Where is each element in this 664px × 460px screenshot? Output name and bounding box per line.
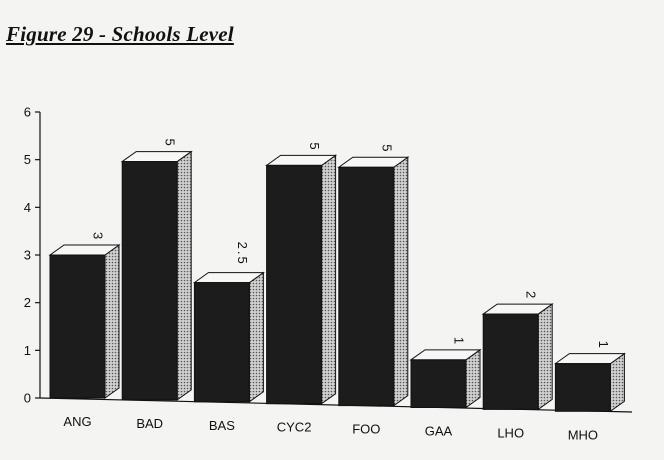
- bar-side-face: [104, 244, 120, 399]
- bar-ang: [48, 244, 121, 399]
- category-label-foo: FOO: [352, 422, 380, 437]
- category-label-mho: MHO: [568, 427, 598, 442]
- bar-cyc2: [265, 154, 338, 405]
- chart-bars: [48, 150, 626, 413]
- bar-front-face: [410, 359, 467, 409]
- bar-front-face: [554, 363, 611, 412]
- chart-labels: 0 1 2 3 4 5 6 3 ANG 5 BAD 2.5 BAS 5 CYC2 5 FOO 1 GAA 2 LHO 1 M…: [24, 105, 611, 443]
- data-label-lho: 2: [524, 291, 539, 300]
- category-label-ang: ANG: [63, 414, 91, 429]
- category-label-bad: BAD: [136, 416, 163, 431]
- bar-front-face: [49, 254, 106, 399]
- category-label-gaa: GAA: [425, 424, 453, 439]
- bar-front-face: [482, 313, 539, 410]
- bar-bas: [192, 271, 265, 403]
- bar-front-face: [121, 161, 178, 401]
- y-tick-label: 0: [24, 391, 31, 406]
- data-label-bad: 5: [163, 139, 178, 148]
- data-label-foo: 5: [379, 144, 394, 153]
- bar-bad: [120, 150, 193, 401]
- data-label-ang: 3: [91, 232, 106, 241]
- y-tick-label: 2: [24, 295, 31, 310]
- bar-side-face: [393, 156, 409, 407]
- figure-title: Figure 29 - Schools Level: [6, 22, 234, 46]
- bar-front-face: [338, 166, 395, 407]
- data-label-cyc2: 5: [307, 142, 322, 151]
- bar-gaa: [409, 348, 482, 409]
- y-tick-label: 6: [24, 105, 31, 120]
- bar-side-face: [537, 303, 553, 411]
- bar-side-face: [248, 271, 264, 403]
- category-label-lho: LHO: [497, 425, 524, 440]
- category-label-cyc2: CYC2: [277, 420, 312, 435]
- y-tick-label: 4: [24, 200, 31, 215]
- bar-front-face: [193, 282, 250, 403]
- bar-lho: [481, 303, 554, 411]
- y-tick-label: 1: [24, 343, 31, 358]
- bar-foo: [337, 156, 410, 407]
- bar-side-face: [321, 154, 337, 405]
- data-label-bas: 2.5: [235, 242, 250, 266]
- bar-side-face: [176, 150, 192, 401]
- y-tick-label: 5: [24, 152, 31, 167]
- bar-front-face: [266, 164, 323, 405]
- y-tick-label: 3: [24, 248, 31, 263]
- category-label-bas: BAS: [209, 418, 235, 433]
- data-label-gaa: 1: [452, 337, 467, 346]
- bar-mho: [553, 352, 626, 413]
- data-label-mho: 1: [596, 341, 611, 350]
